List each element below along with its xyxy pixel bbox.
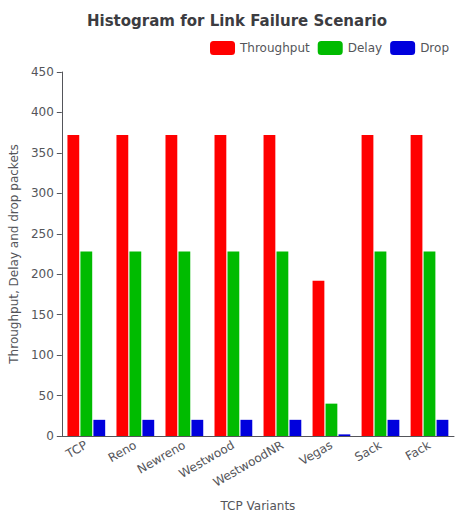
svg-text:WestwoodNR: WestwoodNR	[211, 438, 286, 490]
svg-text:50: 50	[39, 389, 54, 403]
svg-text:250: 250	[31, 227, 54, 241]
svg-text:300: 300	[31, 186, 54, 200]
svg-text:200: 200	[31, 267, 54, 281]
svg-text:Delay: Delay	[348, 41, 382, 55]
svg-text:100: 100	[31, 348, 54, 362]
svg-text:Reno: Reno	[106, 438, 139, 465]
svg-text:350: 350	[31, 146, 54, 160]
svg-text:0: 0	[46, 429, 54, 443]
svg-text:Histogram for Link Failure Sce: Histogram for Link Failure Scenario	[87, 12, 387, 30]
svg-text:Throughput: Throughput	[239, 41, 310, 55]
svg-text:400: 400	[31, 105, 54, 119]
svg-text:Vegas: Vegas	[297, 438, 335, 468]
svg-text:Fack: Fack	[403, 438, 433, 463]
svg-text:Throughput, Delay and drop pac: Throughput, Delay and drop packets	[7, 144, 21, 364]
svg-text:TCP Variants: TCP Variants	[219, 499, 295, 513]
svg-text:Westwood: Westwood	[176, 437, 237, 481]
svg-text:150: 150	[31, 308, 54, 322]
svg-text:450: 450	[31, 65, 54, 79]
svg-text:Newreno: Newreno	[134, 437, 188, 477]
svg-text:TCP: TCP	[63, 438, 90, 462]
svg-text:Drop: Drop	[420, 41, 449, 55]
svg-text:Sack: Sack	[352, 438, 384, 464]
